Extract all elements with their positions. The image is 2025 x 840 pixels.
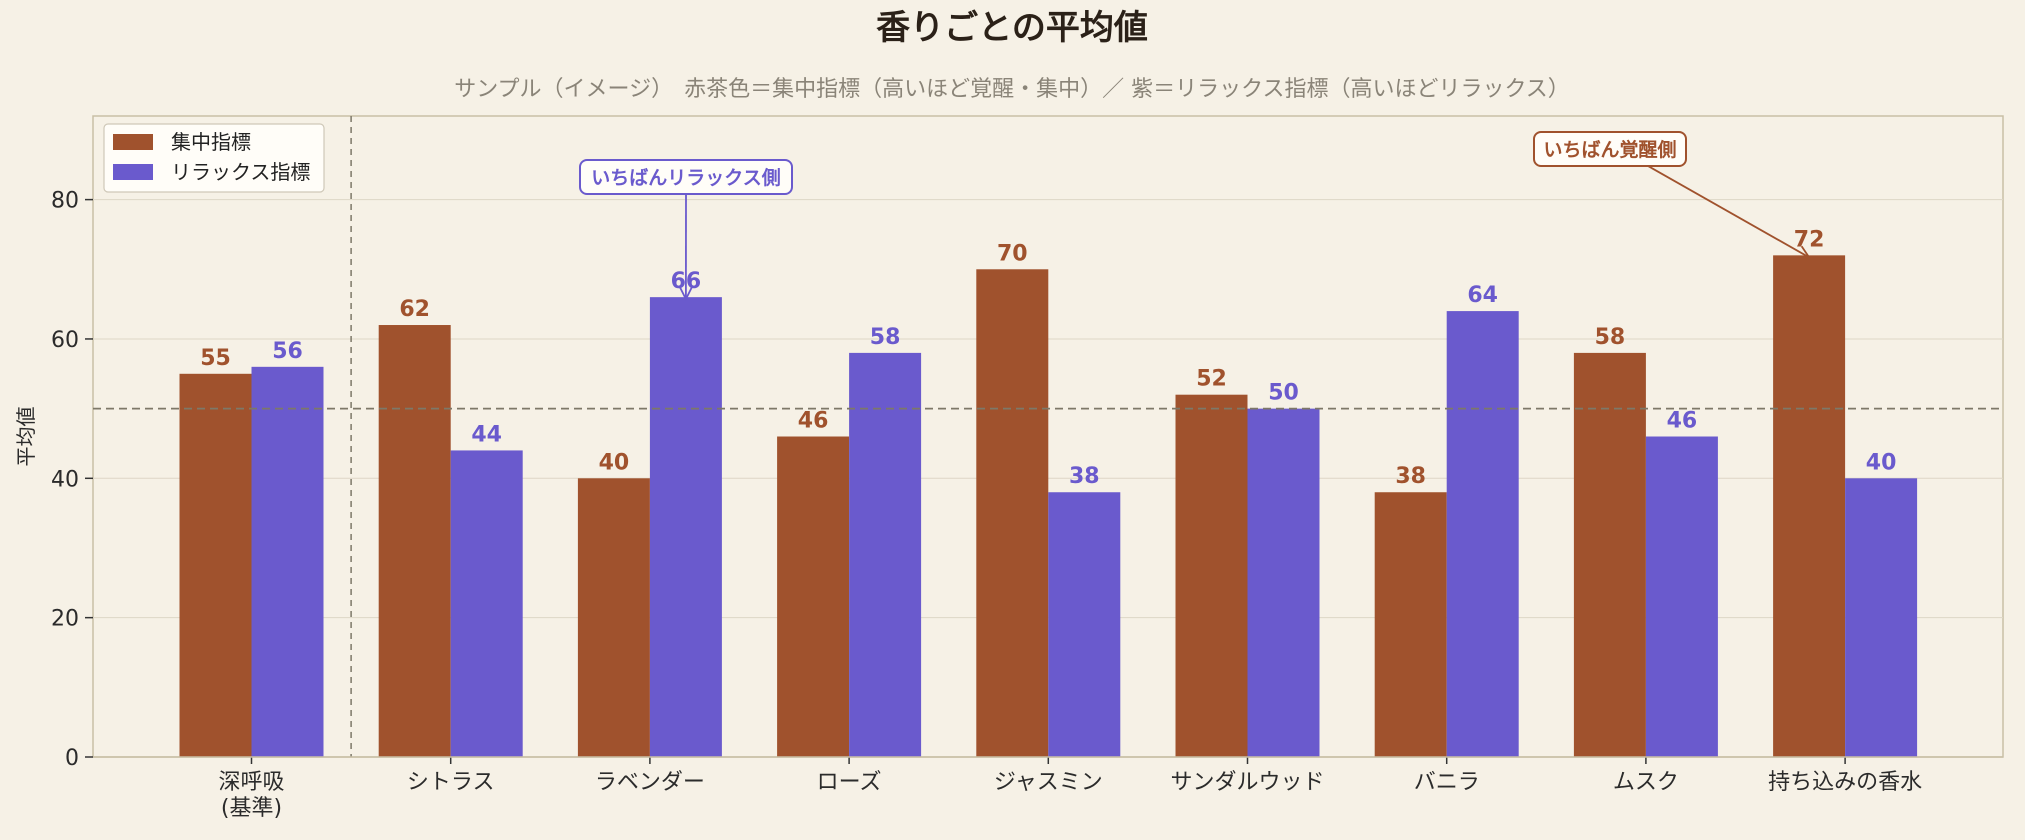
x-tick-label: ローズ xyxy=(817,770,882,795)
legend: 集中指標 リラックス指標 xyxy=(103,123,325,193)
x-tick-label: シトラス xyxy=(407,770,495,795)
value-label: 38 xyxy=(1395,464,1426,489)
bar-focus xyxy=(1573,352,1646,757)
bar-relax xyxy=(1845,478,1918,757)
value-label: 46 xyxy=(798,409,829,434)
x-tick-label-line: ムスク xyxy=(1613,770,1679,795)
x-tick-label-line: サンダルウッド xyxy=(1170,770,1324,795)
value-label: 40 xyxy=(599,450,630,475)
legend-label-focus: 集中指標 xyxy=(171,130,251,154)
bar-focus xyxy=(1374,492,1447,757)
annotation-text: いちばん覚醒側 xyxy=(1543,138,1676,161)
bar-relax xyxy=(649,297,722,757)
annotation-box xyxy=(579,159,793,195)
bar-relax xyxy=(251,366,324,757)
bar-relax xyxy=(1446,311,1519,757)
annotation-text: いちばんリラックス側 xyxy=(591,167,780,189)
value-label: 38 xyxy=(1069,464,1100,489)
legend-box xyxy=(103,123,325,193)
legend-swatch-focus xyxy=(113,134,153,150)
bar-relax xyxy=(450,450,523,757)
y-tick-label: 80 xyxy=(51,189,79,214)
value-label: 58 xyxy=(870,325,901,350)
x-tick-label: ラベンダー xyxy=(595,770,705,795)
bar-focus xyxy=(1773,255,1846,757)
value-label: 58 xyxy=(1595,325,1626,350)
annotation-arrow xyxy=(1647,165,1810,259)
annotation-box xyxy=(1533,131,1687,167)
annotations: いちばんリラックス側 いちばん覚醒側 xyxy=(579,131,1811,302)
x-tick-label-line: バニラ xyxy=(1414,770,1480,795)
value-label: 52 xyxy=(1196,367,1227,392)
y-tick-label: 20 xyxy=(51,607,79,632)
value-label: 70 xyxy=(997,241,1028,266)
value-label: 55 xyxy=(200,346,231,371)
axes: 0 20 40 60 80 深呼吸(基準) シトラス ラベンダー ローズ ジャスミン サンダルウッド… xyxy=(51,189,2003,821)
x-tick-label-line: ジャスミン xyxy=(994,770,1103,795)
x-tick-label-line: ローズ xyxy=(817,770,882,795)
chart-subtitle: サンプル（イメージ） 赤茶色＝集中指標（高いほど覚醒・集中）／ 紫＝リラックス指… xyxy=(454,77,1570,102)
x-tick-label-line: (基準) xyxy=(221,796,282,821)
x-tick-label: ムスク xyxy=(1613,770,1679,795)
y-axis-label: 平均値 xyxy=(14,407,38,467)
bar-relax xyxy=(1247,408,1320,757)
x-tick-label-line: 持ち込みの香水 xyxy=(1768,770,1922,795)
y-tick-label: 40 xyxy=(51,467,79,492)
bar-focus xyxy=(378,325,451,757)
x-tick-label: バニラ xyxy=(1414,770,1480,795)
value-label: 50 xyxy=(1268,381,1299,406)
value-label: 62 xyxy=(399,297,430,322)
value-label: 40 xyxy=(1866,450,1897,475)
x-tick-label-line: シトラス xyxy=(407,770,495,795)
bar-focus xyxy=(777,436,850,757)
value-label: 72 xyxy=(1794,227,1825,252)
bar-relax xyxy=(1048,492,1121,757)
bars xyxy=(179,255,1918,757)
value-label: 46 xyxy=(1667,409,1698,434)
annotation-arrowhead xyxy=(679,286,693,302)
chart-title: 香りごとの平均値 xyxy=(876,8,1148,48)
bar-focus xyxy=(1175,394,1248,757)
bar-focus xyxy=(179,373,252,757)
value-label: 56 xyxy=(272,339,303,364)
x-tick-label-line: 深呼吸 xyxy=(218,770,284,795)
value-label: 64 xyxy=(1467,283,1498,308)
x-tick-label: ジャスミン xyxy=(994,770,1103,795)
x-tick-label: 深呼吸(基準) xyxy=(218,770,284,821)
bar-focus xyxy=(976,269,1049,757)
annotation-arrowhead xyxy=(1795,245,1811,259)
legend-label-relax: リラックス指標 xyxy=(171,160,310,184)
x-tick-label: 持ち込みの香水 xyxy=(1768,770,1922,795)
bar-relax xyxy=(1645,436,1718,757)
bar-focus xyxy=(577,478,650,757)
y-tick-label: 0 xyxy=(65,746,79,771)
x-tick-label: サンダルウッド xyxy=(1170,770,1324,795)
value-label: 44 xyxy=(471,422,502,447)
y-tick-label: 60 xyxy=(51,328,79,353)
x-tick-label-line: ラベンダー xyxy=(595,770,705,795)
legend-swatch-relax xyxy=(113,164,153,180)
bar-relax xyxy=(849,352,922,757)
